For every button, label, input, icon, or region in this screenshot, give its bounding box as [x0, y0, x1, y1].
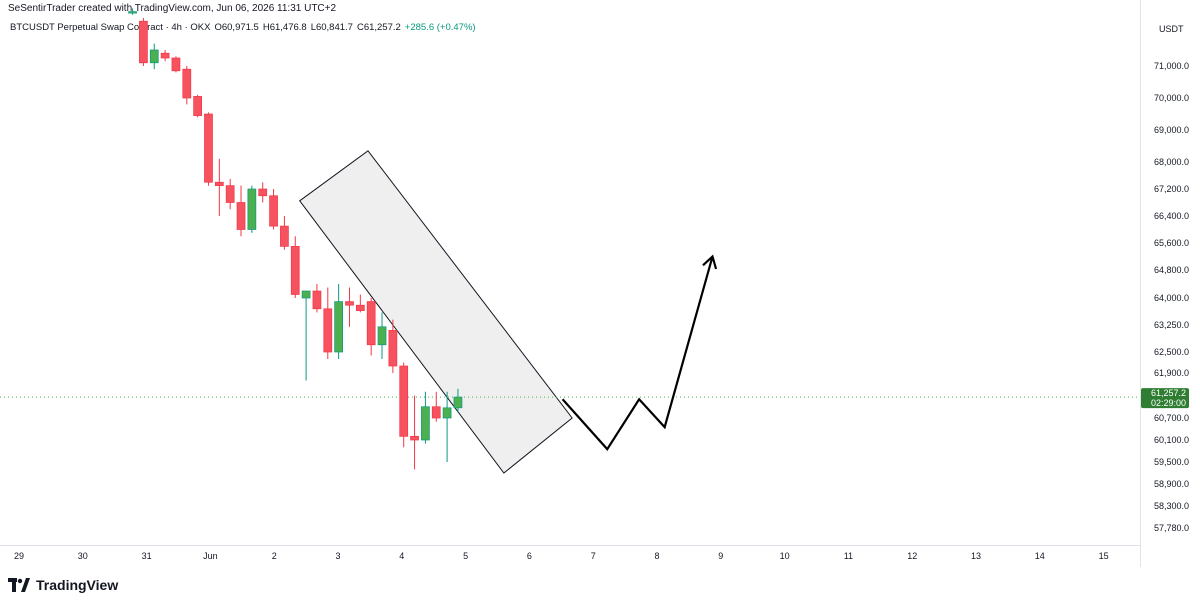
chart-canvas[interactable]: USDT 71,000.0 70,000.0 69,000.0 68,000.0 67,2…	[0, 0, 1200, 567]
candle-body	[247, 188, 257, 230]
candle-body	[366, 301, 376, 346]
y-tick-label: 70,000.0	[1154, 93, 1189, 103]
candle-body	[269, 195, 278, 227]
y-tick-label: 57,780.0	[1154, 523, 1189, 533]
projection-path	[561, 256, 714, 451]
candle-body	[204, 113, 213, 183]
candle-body	[280, 225, 289, 247]
candle-body	[301, 290, 311, 299]
x-tick-label: 30	[78, 551, 88, 561]
high-value: H61,476.8	[262, 22, 307, 33]
open-value: O60,971.5	[214, 22, 259, 33]
y-tick-label: 61,900.0	[1154, 368, 1189, 378]
candle-body	[453, 396, 463, 409]
x-tick-label: 6	[527, 551, 532, 561]
candle-body	[290, 246, 300, 295]
candle-body	[410, 435, 419, 441]
y-tick-label: 68,000.0	[1154, 157, 1189, 167]
candle-body	[323, 308, 333, 353]
candle-body	[431, 406, 441, 419]
candle-body	[399, 365, 409, 437]
candle-body	[214, 181, 224, 186]
time-axis-divider	[0, 545, 1140, 546]
y-tick-label: 58,900.0	[1154, 479, 1189, 489]
y-tick-label: 66,400.0	[1154, 211, 1189, 221]
candle-body	[139, 20, 148, 64]
current-price-badge	[1141, 388, 1189, 409]
y-tick-label: 59,500.0	[1154, 457, 1189, 467]
close-value: C61,257.2	[356, 22, 401, 33]
x-tick-label: 15	[1099, 551, 1109, 561]
tradingview-brand[interactable]: TradingView	[8, 577, 118, 593]
candle-body	[171, 57, 181, 72]
candle-body	[421, 406, 430, 441]
x-tick-label: 29	[14, 551, 24, 561]
x-tick-label: Jun	[203, 551, 218, 561]
y-tick-label: 58,300.0	[1154, 501, 1189, 511]
footer	[0, 567, 1200, 605]
candle-body	[442, 407, 452, 419]
candle-body	[312, 290, 322, 310]
candle-body	[128, 11, 137, 14]
candle-body	[388, 330, 398, 367]
candle-body	[193, 96, 202, 116]
x-tick-label: 31	[142, 551, 152, 561]
low-value: L60,841.7	[310, 22, 353, 33]
candle-body	[258, 188, 268, 197]
x-tick-label: 12	[907, 551, 917, 561]
x-tick-label: 4	[399, 551, 404, 561]
x-tick-label: 5	[463, 551, 468, 561]
symbol-name[interactable]: BTCUSDT Perpetual Swap Contract · 4h · O…	[10, 22, 211, 33]
x-tick-label: 13	[971, 551, 981, 561]
price-axis-divider	[1140, 0, 1141, 567]
price-countdown: 02:29:00	[1151, 398, 1186, 408]
y-axis-currency: USDT	[1159, 24, 1184, 34]
tradingview-logo-icon	[8, 578, 30, 592]
candle-body	[345, 301, 354, 306]
y-tick-label: 64,000.0	[1154, 293, 1189, 303]
y-tick-label: 62,500.0	[1154, 347, 1189, 357]
x-tick-label: 7	[591, 551, 596, 561]
projection-arrowhead	[702, 254, 718, 270]
x-tick-label: 9	[718, 551, 723, 561]
candle-body	[334, 301, 343, 353]
symbol-info[interactable]: BTCUSDT Perpetual Swap Contract · 4h · O…	[10, 22, 476, 33]
brand-name: TradingView	[36, 577, 119, 593]
change-value: +285.6 (+0.47%)	[404, 22, 476, 33]
x-tick-label: 2	[272, 551, 277, 561]
candle-body	[149, 49, 159, 64]
candle-body	[355, 304, 365, 311]
chart-credit: SeSentirTrader created with TradingView.…	[8, 3, 337, 14]
y-tick-label: 60,700.0	[1154, 413, 1189, 423]
x-tick-label: 8	[654, 551, 659, 561]
candle-body	[225, 185, 235, 203]
candle-body	[160, 52, 170, 59]
y-tick-label: 67,200.0	[1154, 184, 1189, 194]
y-tick-label: 63,250.0	[1154, 320, 1189, 330]
y-tick-label: 64,800.0	[1154, 265, 1189, 275]
y-tick-label: 69,000.0	[1154, 125, 1189, 135]
candle-body	[377, 326, 387, 346]
current-price-value: 61,257.2	[1151, 388, 1186, 398]
x-tick-label: 11	[844, 551, 853, 561]
candle-body	[182, 68, 192, 99]
x-tick-label: 14	[1035, 551, 1045, 561]
y-tick-label: 65,600.0	[1154, 238, 1189, 248]
y-tick-label: 60,100.0	[1154, 435, 1189, 445]
candle-body	[236, 202, 246, 230]
x-tick-label: 3	[335, 551, 340, 561]
x-tick-label: 10	[780, 551, 790, 561]
channel-shape	[299, 150, 573, 474]
y-tick-label: 71,000.0	[1154, 61, 1189, 71]
